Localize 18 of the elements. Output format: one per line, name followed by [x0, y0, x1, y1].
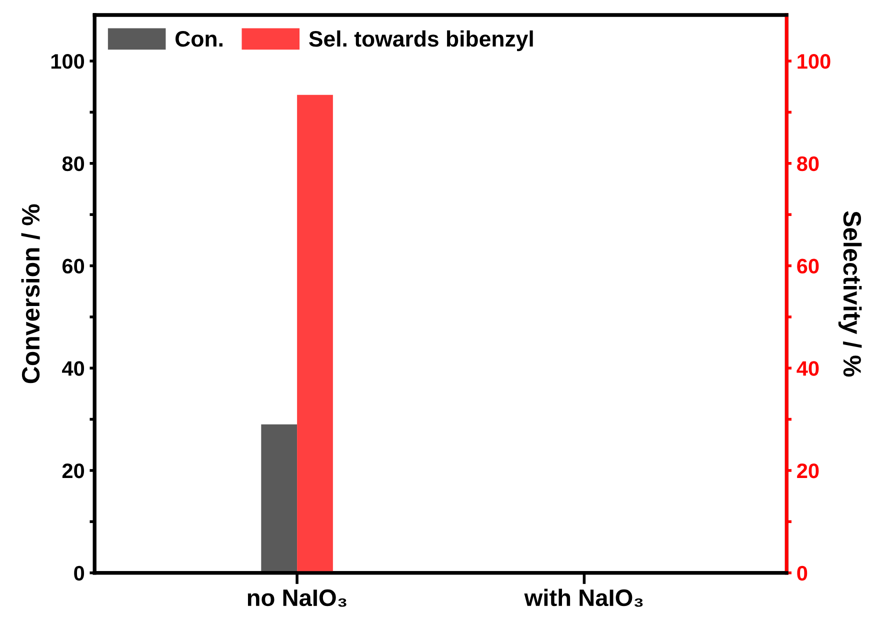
- y-axis-title: Conversion / %: [21, 204, 40, 384]
- y2-tick-label: 0: [797, 566, 808, 581]
- legend-label: Con.: [176, 31, 222, 47]
- y2-tick-label: 80: [797, 156, 819, 172]
- y2-tick-label: 100: [798, 54, 830, 69]
- y2-axis-title: Selectivity / %: [838, 211, 862, 377]
- y-tick-label: 40: [62, 361, 84, 376]
- y2-tick-label: 20: [797, 463, 819, 478]
- legend-label: Sel. towards bibenzyl: [309, 30, 533, 52]
- y-tick-label: 20: [62, 463, 84, 478]
- y-tick-label: 0: [74, 566, 84, 581]
- y-tick-label: 80: [62, 156, 84, 172]
- y2-tick-label: 60: [797, 258, 819, 274]
- x-tick-label: with NaIO₃: [524, 588, 643, 607]
- y2-tick-label: 40: [796, 361, 819, 376]
- y-tick-label: 60: [62, 258, 84, 274]
- y-tick-label: 100: [51, 54, 84, 69]
- x-tick-label: no NaIO₃: [248, 589, 346, 607]
